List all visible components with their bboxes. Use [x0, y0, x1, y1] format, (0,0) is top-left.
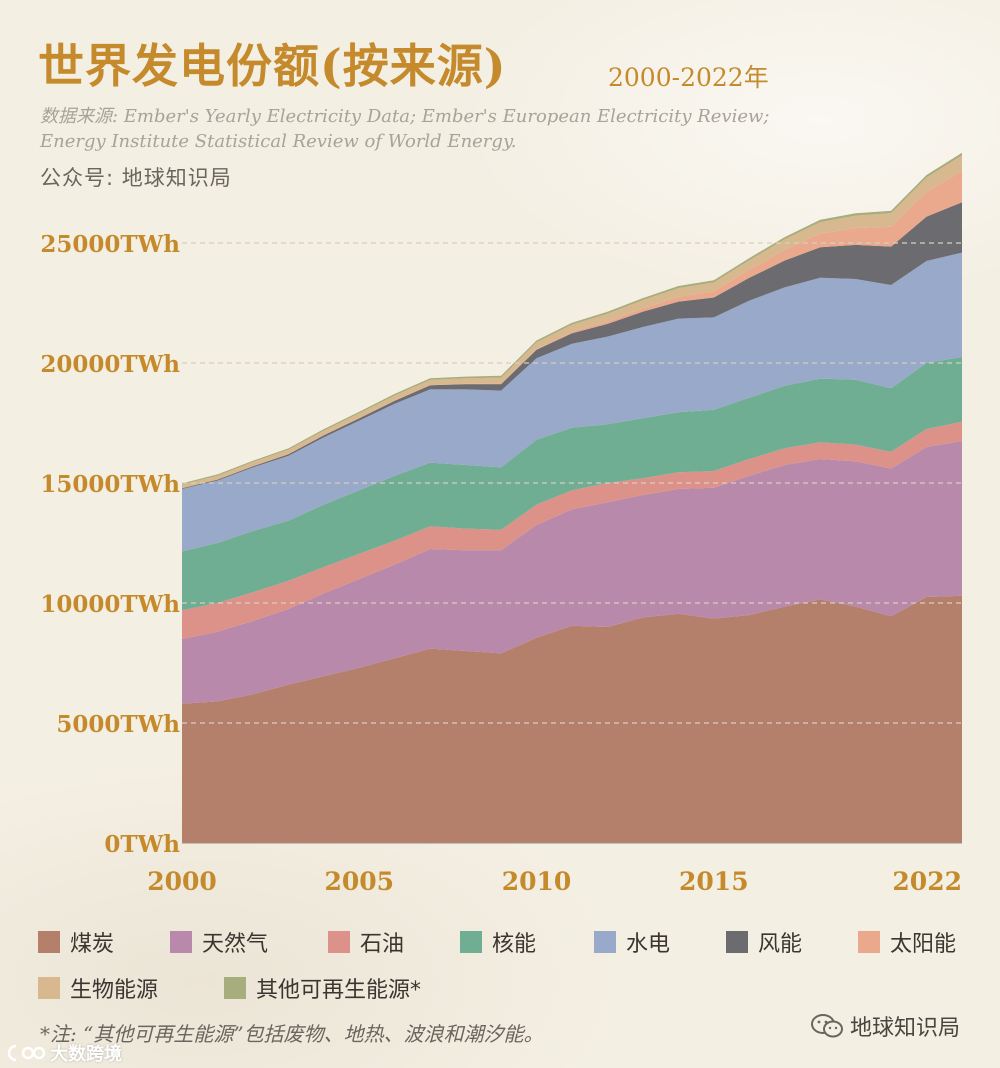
- legend-swatch-coal: [38, 931, 60, 953]
- legend-label-gas: 天然气: [202, 932, 269, 957]
- legend-swatch-other-renewables: [224, 977, 246, 999]
- corner-label: 大数跨境: [50, 1044, 122, 1065]
- legend-item-solar: 太阳能: [858, 926, 956, 958]
- y-tick-label: 20000TWh: [40, 351, 180, 378]
- y-tick-label: 10000TWh: [40, 591, 180, 618]
- x-tick-label: 2005: [324, 867, 394, 896]
- y-tick-label: 0TWh: [104, 831, 180, 858]
- x-tick-labels: 2000 2005 2010 2015 2022: [147, 867, 962, 896]
- legend-swatch-oil: [328, 931, 350, 953]
- legend-item-bioenergy: 生物能源: [38, 972, 158, 1004]
- grid-lines: [182, 242, 962, 844]
- area-hydro: [182, 252, 962, 552]
- legend-item-other-renewables: 其他可再生能源*: [224, 972, 421, 1004]
- area-gas: [182, 441, 962, 704]
- legend-item-hydro: 水电: [594, 926, 670, 958]
- area-wind: [182, 202, 962, 489]
- title-range: 2000-2022年: [608, 63, 769, 92]
- legend-label-oil: 石油: [360, 932, 405, 957]
- legend-swatch-hydro: [594, 931, 616, 953]
- legend-label-hydro: 水电: [626, 932, 671, 957]
- legend-swatch-gas: [170, 931, 192, 953]
- legend-label-nuclear: 核能: [492, 932, 537, 957]
- legend-item-gas: 天然气: [170, 926, 268, 958]
- legend-swatch-nuclear: [460, 931, 482, 953]
- legend-swatch-bioenergy: [38, 977, 60, 999]
- legend-item-wind: 风能: [726, 926, 802, 958]
- corner-watermark: 大数跨境: [8, 1040, 122, 1066]
- legend-label-other-renewables: 其他可再生能源*: [256, 978, 422, 1003]
- y-tick-labels: 0TWh 5000TWh 10000TWh 15000TWh 20000TWh 25000…: [40, 231, 180, 858]
- y-tick-label: 15000TWh: [40, 471, 180, 498]
- legend-label-solar: 太阳能: [890, 932, 957, 957]
- account-label: 公众号: 地球知识局: [40, 166, 232, 190]
- wechat-watermark: 地球知识局: [810, 1010, 960, 1042]
- data-source: 数据来源: Ember's Yearly Electricity Data; E…: [40, 104, 870, 154]
- page-title: 世界发电份额(按来源): [38, 39, 507, 93]
- legend-item-coal: 煤炭: [38, 926, 114, 958]
- footnote: *注: “其他可再生能源”包括废物、地热、波浪和潮汐能。: [40, 1022, 544, 1046]
- legend-label-bioenergy: 生物能源: [70, 978, 159, 1003]
- data-source-line2: Energy Institute Statistical Review of W…: [40, 131, 517, 152]
- x-tick-label: 2000: [147, 867, 217, 896]
- wechat-label: 地球知识局: [850, 1016, 961, 1041]
- legend-label-coal: 煤炭: [70, 932, 115, 957]
- x-tick-label: 2015: [679, 867, 749, 896]
- stacked-area-chart: 0TWh 5000TWh 10000TWh 15000TWh 20000TWh 25000…: [40, 152, 962, 896]
- y-tick-label: 5000TWh: [56, 711, 180, 738]
- area-coal: [182, 595, 962, 843]
- legend-swatch-solar: [858, 931, 880, 953]
- area-oil: [182, 421, 962, 639]
- wechat-icon: [811, 1014, 843, 1038]
- data-source-line1: 数据来源: Ember's Yearly Electricity Data; E…: [40, 106, 770, 127]
- legend-item-nuclear: 核能: [460, 926, 536, 958]
- y-tick-label: 25000TWh: [40, 231, 180, 258]
- x-tick-label: 2010: [502, 867, 572, 896]
- legend-item-oil: 石油: [328, 926, 404, 958]
- corner-logo-icon: [8, 1044, 46, 1062]
- area-bioenergy: [182, 155, 962, 489]
- x-tick-label: 2022: [892, 867, 962, 896]
- area-layers: [182, 152, 962, 843]
- legend-swatch-wind: [726, 931, 748, 953]
- legend-label-wind: 风能: [758, 932, 803, 957]
